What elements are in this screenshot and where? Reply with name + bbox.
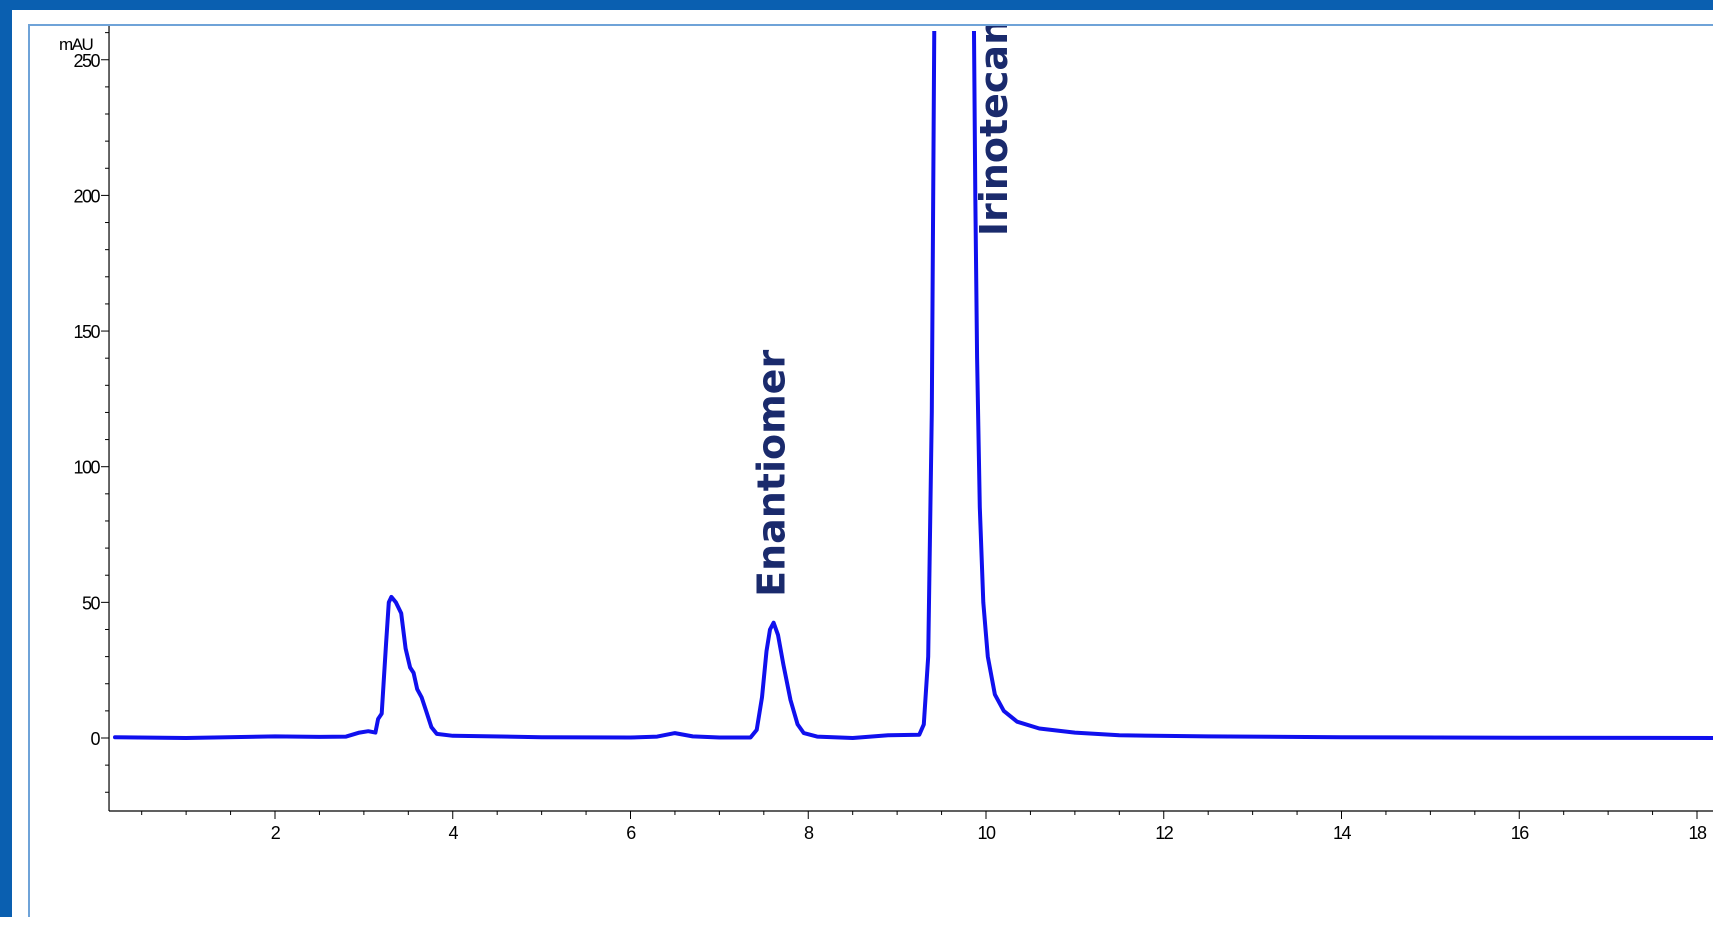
- ticks: [101, 32, 1698, 819]
- peak-annotation-label: Irinotecan: [972, 26, 1016, 236]
- x-tick-label: 4: [448, 823, 458, 843]
- peak-annotations: Enantiomer Irinotecan: [750, 26, 1016, 597]
- plot-panel: 0 50 100 150 200 250 2 4 6 8 10 12 14 16 18 Enantiomer…: [28, 24, 1713, 917]
- chromatogram-trace: [113, 31, 1713, 740]
- x-tick-label: 18: [1688, 823, 1707, 843]
- x-tick-label: 8: [804, 823, 814, 843]
- peak-annotation-label: Enantiomer: [750, 350, 794, 597]
- axes: [108, 26, 1713, 812]
- x-tick-label: 10: [977, 823, 996, 843]
- y-tick-label: 0: [91, 729, 101, 749]
- x-tick-label: 16: [1511, 823, 1530, 843]
- y-tick-label: 150: [73, 322, 100, 342]
- x-tick-label: 12: [1155, 823, 1174, 843]
- y-tick-label: 50: [82, 593, 101, 613]
- y-tick-label: 250: [73, 51, 100, 71]
- y-tick-label: 100: [73, 458, 100, 478]
- y-axis-unit-label: mAU: [59, 35, 93, 54]
- tick-labels: 0 50 100 150 200 250 2 4 6 8 10 12 14 16 18: [73, 51, 1708, 843]
- x-tick-label: 2: [271, 823, 281, 843]
- chromatogram-chart: 0 50 100 150 200 250 2 4 6 8 10 12 14 16 18 Enantiomer…: [59, 26, 1713, 843]
- x-tick-label: 14: [1333, 823, 1352, 843]
- y-tick-label: 200: [73, 186, 100, 206]
- x-tick-label: 6: [626, 823, 636, 843]
